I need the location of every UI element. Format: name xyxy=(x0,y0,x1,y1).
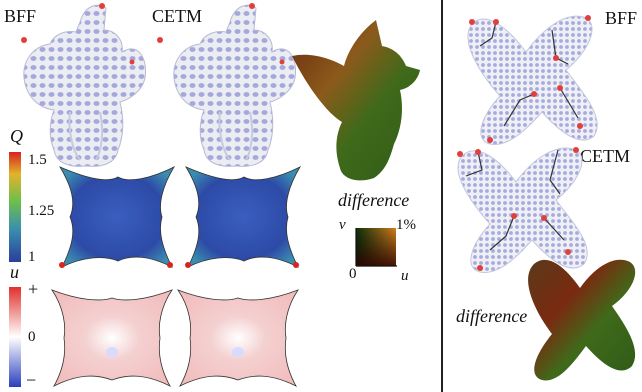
x-shape-cetm xyxy=(457,147,588,273)
colorbar-u-symbol: u xyxy=(10,262,19,282)
colorbar-q-tick-bottom: 1 xyxy=(28,249,36,265)
colorbar-u-tick-bottom: − xyxy=(26,370,37,390)
label-difference-right: difference xyxy=(456,306,528,326)
param-u-cetm xyxy=(176,289,300,387)
colorbar-q-tick-top: 1.5 xyxy=(28,152,47,168)
gargoyle-bff xyxy=(21,3,147,167)
difference-key-max: 1% xyxy=(396,217,416,233)
label-bff-right: BFF xyxy=(605,8,638,28)
colorbar-q-tick-mid: 1.25 xyxy=(28,203,55,219)
param-q-cetm xyxy=(185,166,302,268)
colorbar-u-tick-top: + xyxy=(28,279,39,299)
colorbar-q xyxy=(9,152,21,262)
colorbar-u-tick-mid: 0 xyxy=(28,329,36,345)
difference-key-v: v xyxy=(339,217,346,233)
param-q-bff xyxy=(59,166,176,268)
difference-color-key xyxy=(355,228,397,267)
colorbar-q-symbol: Q xyxy=(10,126,23,146)
label-bff-left: BFF xyxy=(4,6,37,26)
label-difference-mid: difference xyxy=(338,190,410,210)
label-cetm-right: CETM xyxy=(580,146,631,166)
x-shape-bff xyxy=(467,15,598,145)
x-shape-difference-map xyxy=(528,259,636,381)
param-u-bff xyxy=(50,289,174,387)
label-cetm-left: CETM xyxy=(152,6,203,26)
gargoyle-difference-map xyxy=(292,20,420,181)
colorbar-u xyxy=(9,287,21,387)
difference-key-u: u xyxy=(401,268,409,284)
panel-divider xyxy=(441,0,443,392)
gargoyle-cetm xyxy=(157,3,297,167)
difference-key-zero: 0 xyxy=(349,266,357,282)
